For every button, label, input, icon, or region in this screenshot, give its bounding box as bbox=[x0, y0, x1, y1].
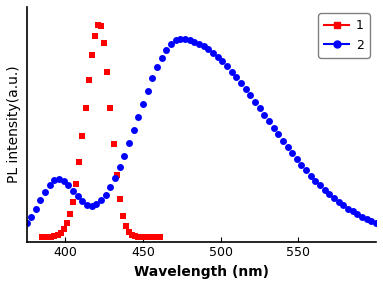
1 bbox=[71, 200, 75, 203]
1 bbox=[62, 227, 66, 231]
1 bbox=[139, 236, 144, 239]
2 bbox=[211, 51, 215, 55]
1 bbox=[149, 236, 153, 239]
1 bbox=[96, 24, 100, 27]
1 bbox=[83, 106, 88, 110]
1 bbox=[130, 233, 134, 237]
2 bbox=[57, 177, 61, 181]
1 bbox=[46, 235, 51, 239]
1 bbox=[133, 235, 137, 238]
1 bbox=[74, 182, 79, 186]
1 bbox=[68, 213, 72, 216]
1 bbox=[86, 78, 91, 82]
2 bbox=[146, 89, 150, 92]
X-axis label: Wavelength (nm): Wavelength (nm) bbox=[134, 265, 269, 279]
2 bbox=[309, 174, 313, 177]
1 bbox=[136, 235, 141, 239]
1 bbox=[40, 236, 44, 239]
1 bbox=[111, 142, 116, 146]
1 bbox=[77, 160, 82, 164]
1 bbox=[52, 235, 57, 238]
1 bbox=[102, 41, 106, 44]
1 bbox=[118, 198, 122, 201]
Line: 1: 1 bbox=[39, 22, 164, 241]
2 bbox=[178, 37, 183, 41]
Line: 2: 2 bbox=[23, 35, 380, 227]
1 bbox=[93, 34, 97, 37]
1 bbox=[105, 70, 110, 74]
1 bbox=[158, 236, 162, 239]
1 bbox=[90, 53, 94, 56]
1 bbox=[152, 236, 156, 239]
1 bbox=[146, 236, 150, 239]
1 bbox=[99, 25, 103, 28]
1 bbox=[58, 231, 63, 235]
2 bbox=[262, 113, 267, 117]
Legend: 1, 2: 1, 2 bbox=[318, 13, 370, 58]
2 bbox=[374, 221, 378, 225]
Y-axis label: PL intensity(a.u.): PL intensity(a.u.) bbox=[7, 65, 21, 183]
1 bbox=[127, 230, 131, 234]
1 bbox=[65, 222, 69, 225]
1 bbox=[124, 225, 128, 228]
1 bbox=[155, 236, 159, 239]
1 bbox=[121, 214, 125, 218]
1 bbox=[108, 106, 113, 110]
1 bbox=[49, 235, 54, 239]
1 bbox=[142, 236, 147, 239]
1 bbox=[55, 233, 60, 237]
1 bbox=[43, 236, 47, 239]
1 bbox=[80, 134, 85, 138]
2 bbox=[252, 100, 257, 104]
2 bbox=[24, 222, 29, 225]
1 bbox=[114, 174, 119, 177]
